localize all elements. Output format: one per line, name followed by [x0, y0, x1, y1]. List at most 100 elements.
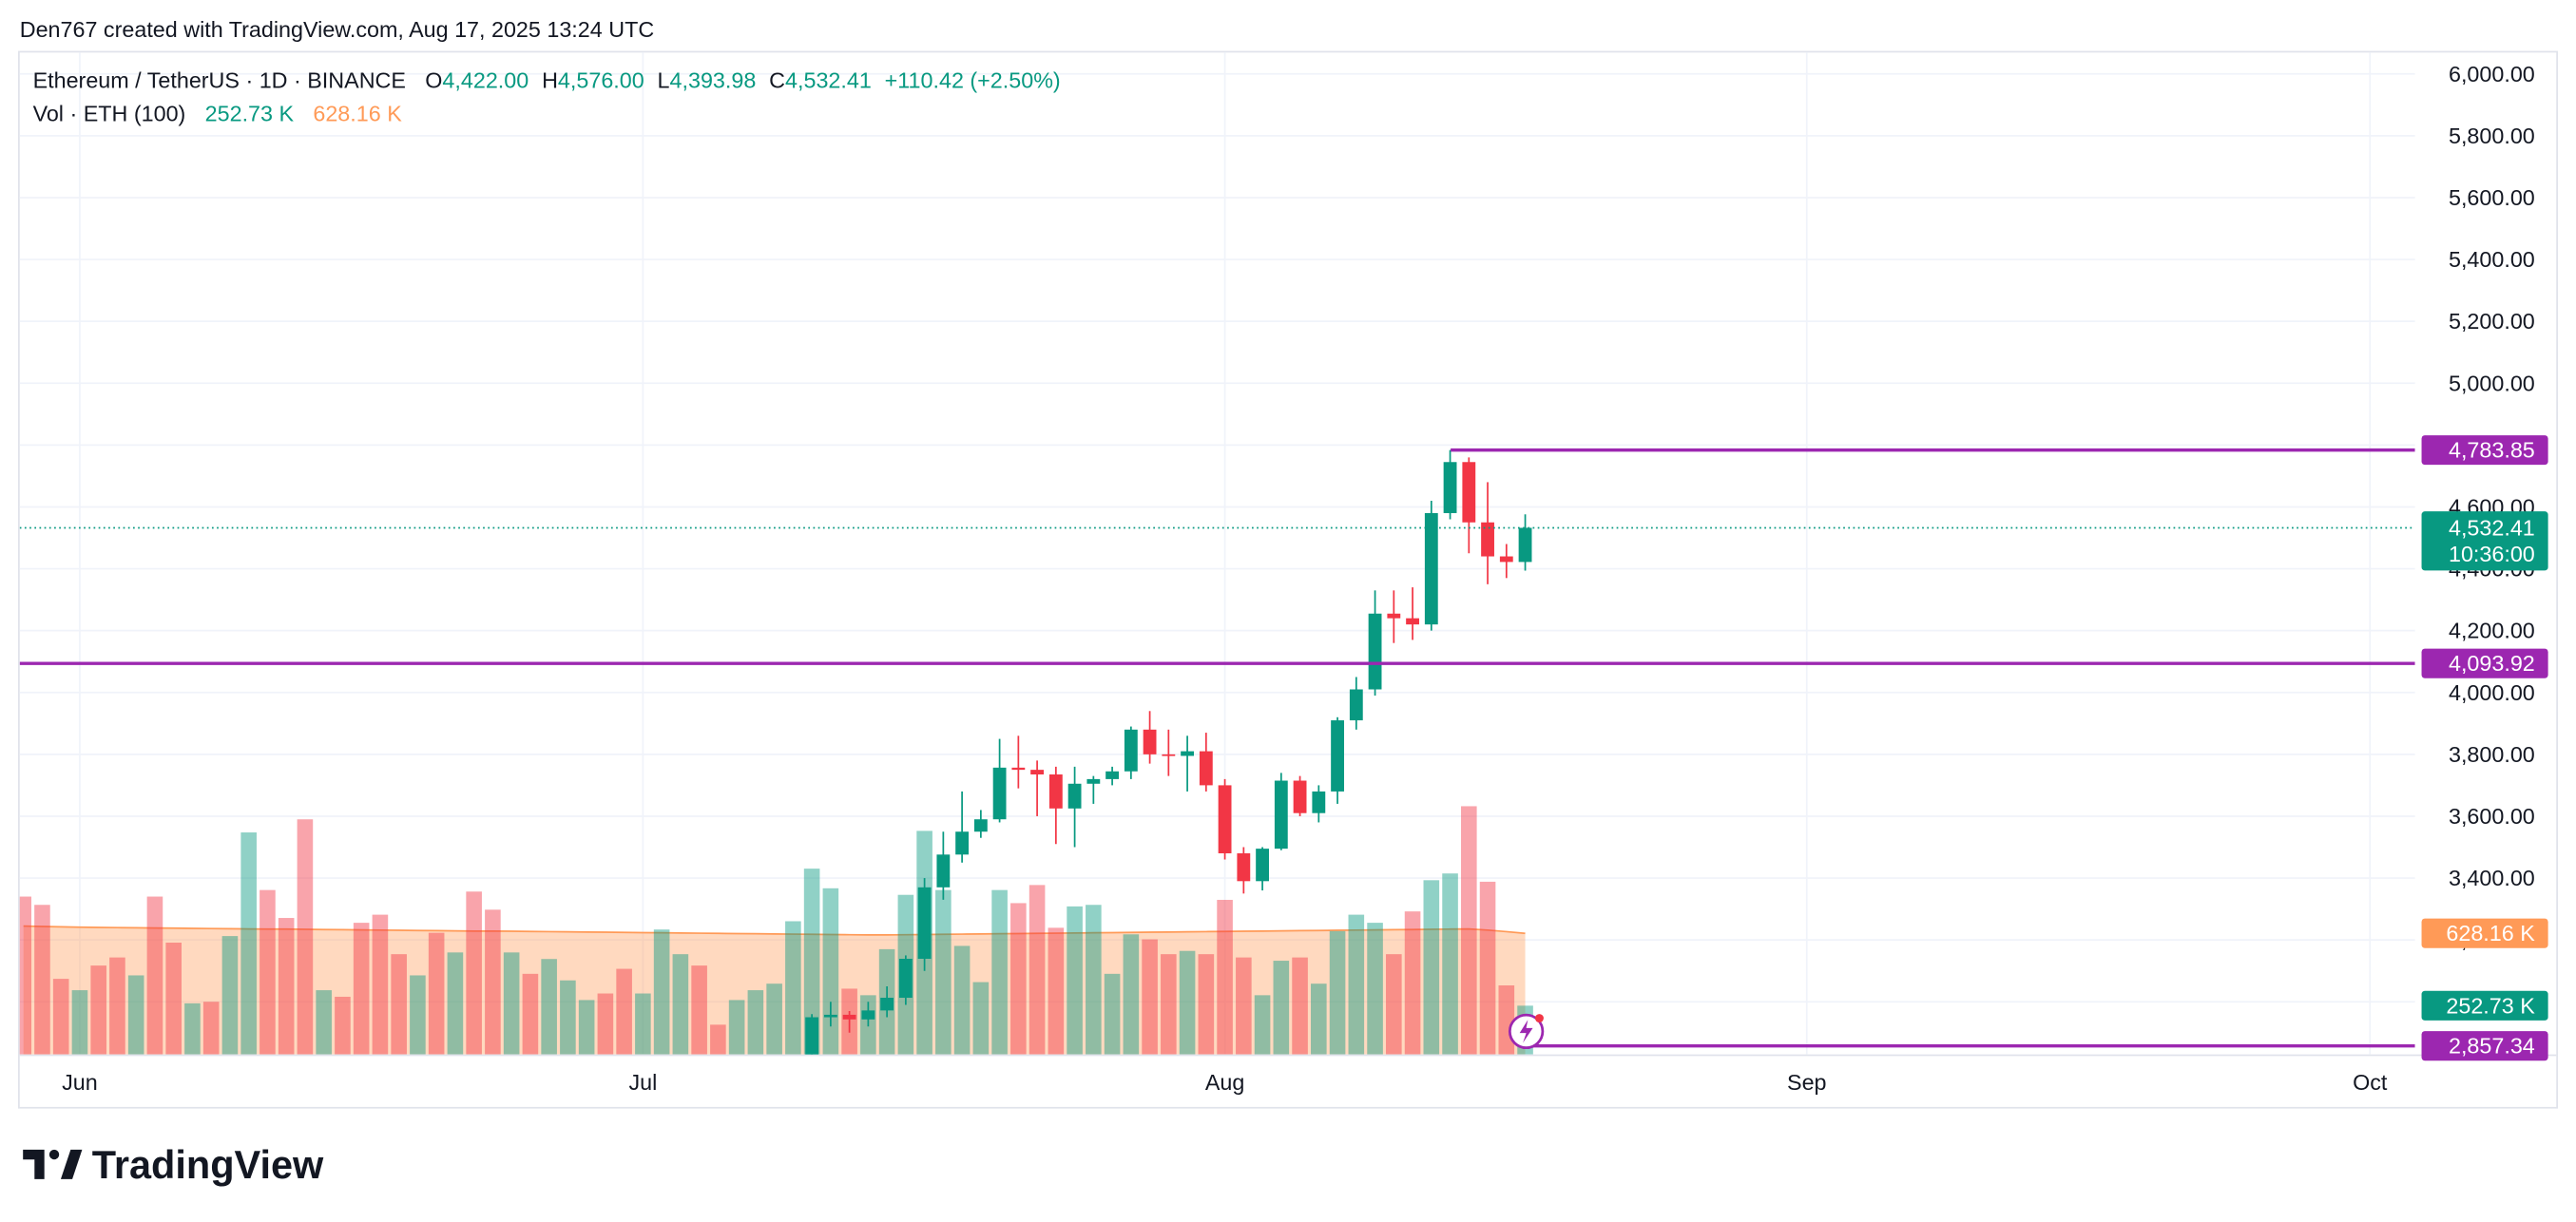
- volume-bar: [1254, 995, 1271, 1055]
- volume-bar: [1161, 954, 1177, 1055]
- price-line-label: 2,857.34: [2449, 1034, 2535, 1059]
- x-tick-label: Aug: [1205, 1070, 1245, 1095]
- candle-body: [1331, 720, 1344, 792]
- volume-ma-value: 628.16 K: [313, 101, 402, 125]
- volume-bar: [1028, 885, 1046, 1055]
- volume-bar: [278, 918, 295, 1055]
- candle-body: [1256, 849, 1269, 882]
- volume-bar: [972, 982, 990, 1055]
- candle-body: [1181, 751, 1194, 756]
- volume-ma-line: [23, 925, 1526, 936]
- legend-key: H: [542, 68, 558, 93]
- volume-bar: [1273, 961, 1290, 1055]
- chart-frame: [18, 50, 2558, 1109]
- brand: TradingView: [92, 1142, 324, 1187]
- volume-bar: [728, 1000, 745, 1055]
- volume-bar: [221, 936, 239, 1055]
- volume-bar: [1329, 930, 1346, 1055]
- volume-bar: [953, 945, 971, 1055]
- candle-body: [1349, 689, 1363, 721]
- volume-bar: [202, 1002, 220, 1055]
- price-line-tag: [2421, 1031, 2548, 1061]
- candle-body: [1368, 613, 1382, 690]
- volume-bar: [1442, 873, 1458, 1055]
- x-tick-label: Jun: [62, 1070, 98, 1095]
- volume-bar: [410, 975, 426, 1055]
- volume-bar: [710, 1024, 726, 1055]
- volume-bar: [316, 990, 332, 1055]
- volume-bar: [616, 968, 632, 1055]
- candle-body: [1067, 783, 1082, 809]
- candle-body: [1518, 527, 1532, 563]
- volume-bar: [691, 965, 707, 1055]
- volume-bar: [503, 952, 520, 1055]
- candle-body: [936, 854, 951, 888]
- volume-bar: [109, 957, 125, 1055]
- live-icon: [1508, 1013, 1545, 1050]
- candle-body: [805, 1017, 819, 1055]
- y-tick-label: 5,600.00: [2449, 185, 2535, 210]
- volume-bar: [1292, 957, 1308, 1055]
- volume-bar: [71, 990, 88, 1055]
- volume-bar: [991, 889, 1008, 1055]
- volume-bar: [1423, 880, 1440, 1055]
- candle-body: [1499, 556, 1513, 563]
- candle-body: [880, 998, 894, 1011]
- candle-body: [861, 1010, 875, 1020]
- candle-body: [1312, 791, 1326, 813]
- volume-title: Vol · ETH (100): [33, 101, 186, 125]
- volume-bar: [747, 990, 764, 1055]
- candle-body: [1162, 754, 1176, 756]
- y-tick-label: 3,600.00: [2449, 804, 2535, 829]
- volume-bar: [1217, 899, 1233, 1055]
- y-tick-label: 5,400.00: [2449, 247, 2535, 272]
- volume-bar: [90, 965, 106, 1055]
- legend-ohlc: Ethereum / TetherUS · 1D · BINANCE O4,42…: [33, 68, 1061, 93]
- volume-tag: [2421, 990, 2548, 1021]
- price-line-tag: [2421, 435, 2548, 466]
- volume-bar: [672, 954, 689, 1055]
- axes: 3,000.003,200.003,400.003,600.003,800.00…: [62, 62, 2548, 1095]
- candle-body: [842, 1014, 856, 1020]
- volume-bar: [485, 909, 501, 1055]
- y-tick-label: 5,200.00: [2449, 309, 2535, 334]
- volume-bar: [597, 993, 614, 1055]
- volume-bar: [165, 942, 182, 1055]
- candle-body: [955, 831, 970, 855]
- volume-bar: [635, 993, 651, 1055]
- volume-bar: [522, 973, 539, 1055]
- candle-body: [992, 767, 1007, 820]
- price-line-tag: [2421, 648, 2548, 678]
- legend-key: C: [769, 68, 785, 93]
- volume-bar: [428, 932, 445, 1055]
- volume-bar: [766, 983, 782, 1055]
- symbol: Ethereum / TetherUS · 1D · BINANCE: [33, 68, 406, 93]
- volume-bar: [578, 1000, 595, 1055]
- x-tick-label: Jul: [628, 1070, 657, 1095]
- volume-bar: [541, 959, 557, 1055]
- last-price-tag: [2421, 511, 2548, 571]
- legend-change: +110.42 (+2.50%): [885, 68, 1061, 93]
- candle-body: [1143, 729, 1157, 754]
- price-line-label: 4,783.85: [2449, 438, 2535, 463]
- candle-body: [1443, 462, 1457, 513]
- volume-bar: [447, 952, 464, 1055]
- candle-body: [1293, 780, 1307, 813]
- candle-body: [1030, 770, 1045, 775]
- candle-body: [1086, 778, 1101, 784]
- y-tick-label: 3,800.00: [2449, 742, 2535, 767]
- candle-body: [1237, 853, 1251, 882]
- volume-bar: [1386, 954, 1402, 1055]
- volume-bar: [1198, 954, 1215, 1055]
- y-tick-label: 6,000.00: [2449, 62, 2535, 86]
- volume-bar: [372, 914, 389, 1055]
- legend-volume: Vol · ETH (100) 252.73 K 628.16 K: [33, 101, 403, 125]
- legend-value: 4,576.00: [558, 68, 644, 93]
- brand-logo: [23, 1149, 83, 1179]
- volume-bar: [803, 869, 820, 1055]
- volume-bar: [1086, 905, 1102, 1055]
- volume-bar: [935, 889, 952, 1055]
- y-tick-label: 5,000.00: [2449, 371, 2535, 395]
